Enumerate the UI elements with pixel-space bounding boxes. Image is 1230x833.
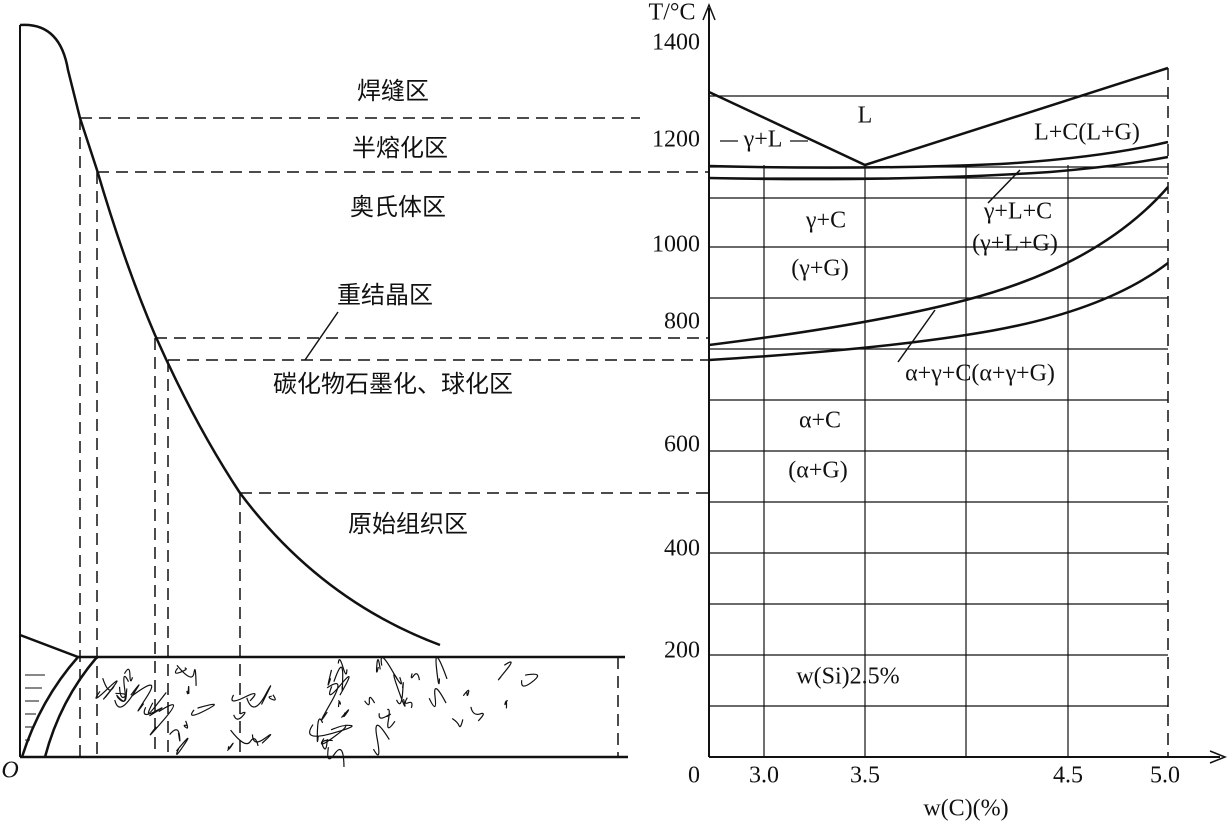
region-label: (γ+G) [791,256,848,282]
grain-boundary [147,692,167,714]
grain-boundary [309,724,353,737]
grain-boundary [451,717,464,728]
grain-boundary [190,703,215,716]
phase-boundary [708,262,1169,362]
region-label: L [858,103,873,129]
region-label: γ+L+C [983,199,1052,225]
grain-boundary [375,659,381,673]
grain-boundary [364,696,376,706]
grain-boundary [470,706,484,722]
grain-boundary [497,661,512,681]
zone-label: 焊缝区 [357,77,429,105]
y-tick-label: 400 [664,536,700,562]
grain-boundary [183,720,189,729]
x-axis-label: w(C)(%) [923,796,1008,822]
region-label: (α+G) [788,458,847,484]
grain-boundary [176,737,189,755]
x-tick-label: 3.0 [749,763,779,789]
grain-boundary [504,699,508,709]
liquidus [708,66,1169,167]
grain-boundary [410,673,421,681]
y-tick-label: 600 [664,432,700,458]
grain-boundary [230,729,259,747]
grain-boundary [378,713,392,719]
leader [304,311,339,361]
note: w(Si)2.5% [796,664,899,690]
grain-boundary [231,692,256,702]
grain-boundary [186,685,190,695]
origin-label: O [1,758,18,784]
grain-boundary [337,659,348,675]
fusion-boundary [43,656,98,758]
grain-boundary [327,669,332,686]
zone-label: 原始组织区 [348,510,468,538]
phase-boundary [708,186,1169,347]
grain-boundary [95,680,118,700]
grain-boundary [316,718,324,743]
leader [987,169,1021,204]
grain-boundary [246,685,272,708]
grain-boundary [321,739,333,750]
axis-arrow [1209,750,1228,764]
grain-boundary [123,668,134,682]
grain-boundary [520,673,539,687]
y-tick-label: 1000 [652,232,700,258]
eutectic-line [708,140,1169,169]
x-tick-label: 5.0 [1150,763,1180,789]
y-tick-label: 800 [664,309,700,335]
grain-boundary [251,733,272,744]
grain-boundary [380,656,402,685]
y-tick-label: 1400 [652,30,700,56]
region-label: (γ+L+G) [972,231,1058,257]
grain-boundary [329,676,350,696]
grain-boundary [462,689,470,697]
grain-boundary [174,667,187,674]
zone-label: 半熔化区 [352,134,448,162]
grain-boundary [149,704,175,736]
y-tick-label: 1200 [652,127,700,153]
grain-boundary [435,656,448,685]
grain-boundary [176,664,197,686]
grain-boundary [404,697,413,709]
grain-boundary [321,683,339,721]
grain-boundary [337,700,342,708]
grain-boundary [268,694,276,701]
grain-boundary [143,706,163,717]
region-label: α+γ+C(α+γ+G) [905,361,1055,387]
eutectic-line [708,155,1169,181]
grain-boundary [169,729,181,742]
weld-boundary [19,633,81,758]
axis-arrow [702,2,716,21]
line-art [19,2,1228,768]
grain-boundary [428,688,447,708]
grain-boundary [115,686,127,699]
y-tick-label: 200 [664,638,700,664]
x-tick-label: 4.5 [1053,763,1083,789]
grain-boundary [226,742,234,752]
y-axis-label: T/°C [649,0,696,26]
grain-boundary [372,724,390,756]
leader [897,309,936,363]
grain-boundary [386,708,396,729]
grain-boundary [395,682,404,705]
zone-label: 碳化物石墨化、球化区 [273,370,513,398]
grain-boundary [233,711,246,720]
grain-boundary [327,747,345,768]
zone-label: 重结晶区 [337,281,433,309]
region-label: γ+L [743,127,783,153]
grain-boundary [131,684,153,712]
region-label: α+C [799,408,841,434]
region-label: γ+C [805,208,846,234]
grain-boundary [320,725,347,745]
x-tick-label: 3.5 [850,763,880,789]
zone-label: 奥氏体区 [350,193,446,221]
temperature-curve [19,23,441,647]
grain-boundary [340,709,350,719]
origin-label: 0 [688,763,700,789]
region-label: L+C(L+G) [1034,120,1140,146]
